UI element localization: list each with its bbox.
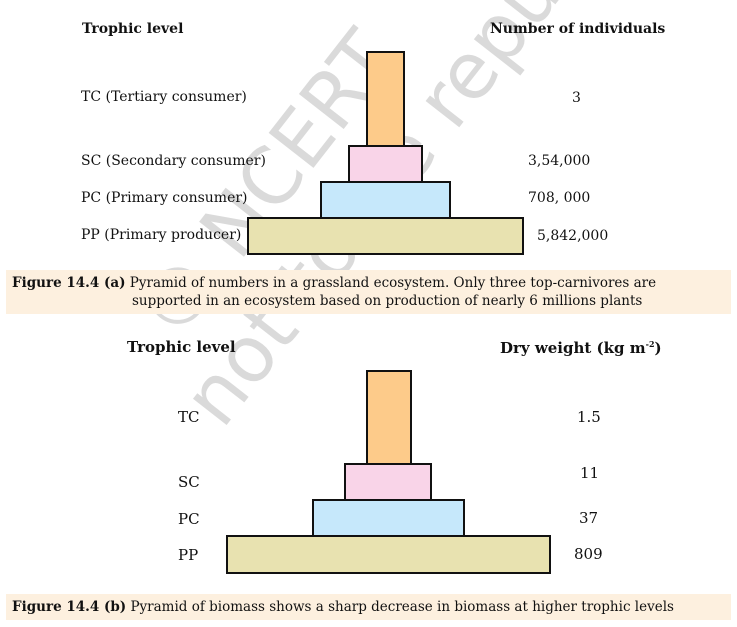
caption-text: Pyramid of numbers in a grassland ecosys… [129,275,657,309]
header-trophic-level: Trophic level [127,338,236,356]
level-value: 809 [574,545,603,563]
bar-pp [247,217,524,255]
level-value: 3 [572,90,581,106]
level-label: PC (Primary consumer) [81,190,248,206]
level-value: 11 [580,464,600,482]
level-value: 5,842,000 [537,228,609,244]
bar-pc [312,499,465,537]
header-trophic-level: Trophic level [82,21,184,37]
header-dry-weight: Dry weight (kg m-2) [500,339,662,357]
level-value: 1.5 [577,408,601,426]
header-sup: -2 [645,339,655,349]
level-label: PP (Primary producer) [81,227,242,243]
level-label: SC [178,473,200,491]
bar-tc [366,370,412,465]
level-label: TC (Tertiary consumer) [81,89,247,105]
caption-b: Figure 14.4 (b) Pyramid of biomass shows… [6,594,731,620]
bar-sc [344,463,432,501]
header-text: Dry weight (kg m [500,339,646,357]
bar-pc [320,181,451,219]
header-number: Number of individuals [490,21,666,37]
level-label: TC [178,408,200,426]
level-value: 3,54,000 [528,153,591,169]
bar-pp [226,535,551,574]
level-label: PP [178,546,199,564]
bar-tc [366,51,405,147]
caption-text: Pyramid of biomass shows a sharp decreas… [130,599,674,615]
caption-label: Figure 14.4 (b) [12,599,127,615]
header-text: ) [654,339,662,357]
level-value: 708, 000 [528,190,591,206]
level-label: SC (Secondary consumer) [81,153,266,169]
level-value: 37 [579,509,599,527]
caption-a: Figure 14.4 (a) Pyramid of numbers in a … [6,270,731,314]
level-label: PC [178,510,200,528]
caption-label: Figure 14.4 (a) [12,275,126,291]
bar-sc [348,145,423,183]
